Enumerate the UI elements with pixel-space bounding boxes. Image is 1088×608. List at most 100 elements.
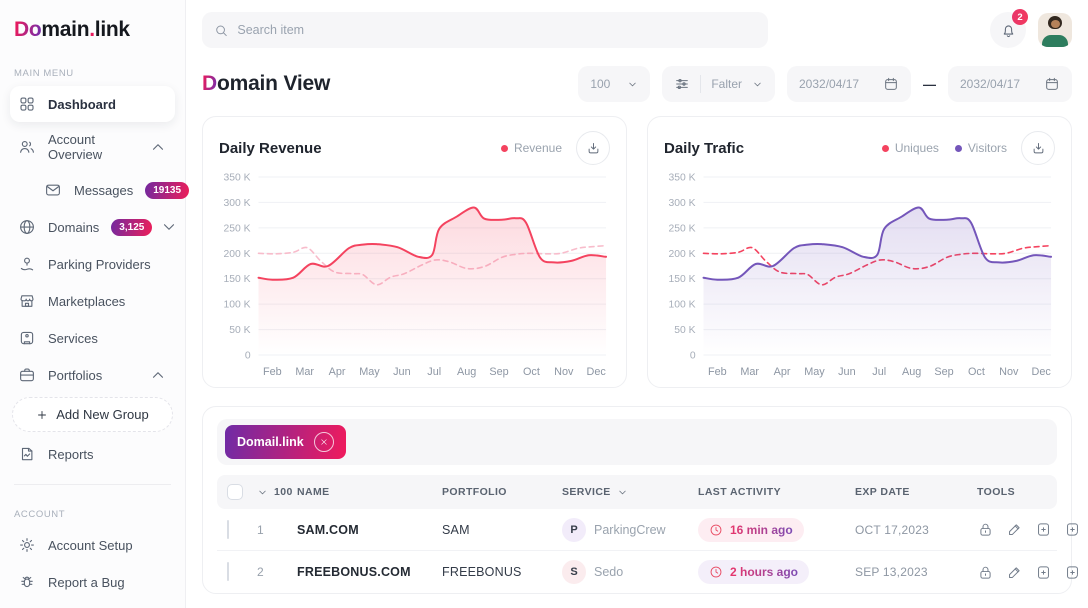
sidebar-item-label: Services (48, 330, 98, 346)
chart-title: Daily Revenue (219, 139, 322, 157)
add-note-button[interactable] (1035, 564, 1052, 581)
row-checkbox[interactable] (227, 562, 229, 581)
search-box[interactable] (202, 12, 768, 48)
user-avatar[interactable] (1038, 13, 1072, 47)
chevron-down-icon (619, 490, 626, 494)
svg-text:Nov: Nov (999, 366, 1019, 378)
svg-text:Aug: Aug (902, 366, 921, 378)
domain-name[interactable]: FREEBONUS.COM (297, 565, 411, 579)
filter-tag-domail-link[interactable]: Domail.link (225, 425, 346, 459)
row-tools (977, 521, 1081, 538)
chevron-down-icon (754, 82, 761, 86)
sidebar-item-marketplaces[interactable]: Marketplaces (10, 283, 175, 319)
main-content: 2 Domain View 100 (186, 0, 1088, 608)
chart-legend: Revenue (500, 141, 562, 155)
page-title: Domain View (202, 72, 331, 95)
chart-legend: Uniques Visitors (881, 141, 1007, 155)
table-row: 1 SAM.COM SAM P ParkingCrew 16 min ago O… (217, 509, 1078, 551)
bell-icon (1003, 25, 1013, 37)
filter-dropdown[interactable]: Falter (662, 66, 775, 102)
sidebar-item-account-overview[interactable]: Account Overview (10, 123, 175, 171)
clock-icon (710, 524, 722, 535)
download-chart-button[interactable] (1021, 131, 1055, 165)
sidebar-item-label: Account Overview (48, 132, 103, 162)
sidebar: Domain.link MAIN MENU Dashboard Account … (0, 0, 190, 608)
sidebar-item-report-a-bug[interactable]: Report a Bug (10, 564, 175, 600)
svg-text:Jul: Jul (872, 366, 886, 378)
select-count-header[interactable]: 100 (257, 486, 297, 498)
add-note-button[interactable] (1035, 521, 1052, 538)
select-all-checkbox[interactable] (227, 484, 243, 500)
calendar-icon (885, 77, 897, 90)
svg-text:Jun: Jun (393, 366, 411, 378)
row-checkbox[interactable] (227, 519, 229, 539)
doc-export-icon (1067, 523, 1078, 536)
lock-icon (980, 523, 991, 536)
sidebar-item-dashboard[interactable]: Dashboard (10, 86, 175, 122)
svg-text:Aug: Aug (457, 366, 476, 378)
edit-button[interactable] (1006, 521, 1023, 538)
sidebar-item-portfolios[interactable]: Portfolios (10, 357, 175, 393)
exp-date: SEP 13,2023 (855, 565, 928, 579)
header-tools: TOOLS (977, 486, 1015, 498)
daily-revenue-chart-card: Daily Revenue Revenue 350 K 300 K 250 K 200… (202, 116, 627, 388)
sidebar-item-label: Marketplaces (48, 293, 126, 309)
table-row: 2 FREEBONUS.COM FREEBONUS S Sedo 2 hours… (217, 551, 1078, 593)
svg-text:0: 0 (690, 350, 696, 361)
table-header-row: 100 NAME PORTFOLIO SERVICE LAST ACTIVITY… (217, 475, 1057, 509)
lock-button[interactable] (977, 564, 994, 581)
header-service[interactable]: SERVICE (562, 486, 698, 498)
lock-button[interactable] (977, 521, 994, 538)
date-to-value: 2032/04/17 (960, 77, 1021, 91)
sidebar-item-reports[interactable]: Reports (10, 436, 175, 472)
svg-text:Mar: Mar (295, 366, 314, 378)
sidebar-item-services[interactable]: Services (10, 320, 175, 356)
svg-text:100 K: 100 K (669, 300, 696, 311)
briefcase-icon (20, 368, 34, 382)
remove-filter-button[interactable] (313, 432, 334, 452)
service-name: Sedo (594, 565, 624, 579)
add-new-group-label: Add New Group (56, 407, 149, 422)
domain-name[interactable]: SAM.COM (297, 522, 359, 537)
sidebar-item-messages[interactable]: Messages 19135 (10, 172, 190, 208)
parking-hand-icon (20, 257, 34, 271)
sidebar-item-parking-providers[interactable]: Parking Providers (10, 246, 175, 282)
legend-dot (954, 144, 962, 152)
sidebar-item-account-setup[interactable]: Account Setup (10, 527, 175, 563)
plus-icon (38, 410, 47, 419)
brand-logo: Domain.link (14, 18, 130, 41)
legend-dot (500, 144, 508, 152)
sidebar-item-label: Portfolios (48, 367, 103, 383)
svg-text:Jun: Jun (838, 366, 856, 378)
service-avatar: P (562, 517, 586, 542)
chevron-down-icon[interactable] (160, 218, 178, 236)
storefront-icon (20, 295, 34, 307)
download-icon (588, 142, 598, 153)
download-chart-button[interactable] (576, 131, 610, 165)
sidebar-item-domains[interactable]: Domains 3,125 (10, 209, 175, 245)
svg-text:150 K: 150 K (669, 274, 696, 285)
messages-count-badge: 19135 (145, 181, 190, 199)
header-portfolio: PORTFOLIO (442, 486, 507, 498)
edit-button[interactable] (1006, 564, 1023, 581)
exp-date: OCT 17,2023 (855, 522, 930, 537)
portfolio-name: SAM (442, 522, 470, 537)
svg-text:350 K: 350 K (224, 172, 251, 183)
svg-text:Mar: Mar (740, 366, 759, 378)
export-note-button[interactable] (1064, 521, 1081, 538)
add-new-group-button[interactable]: Add New Group (12, 397, 173, 432)
svg-text:200 K: 200 K (224, 249, 251, 260)
search-input[interactable] (237, 23, 756, 37)
filter-divider (700, 75, 702, 93)
doc-export-icon (1067, 565, 1078, 579)
last-activity-badge: 2 hours ago (698, 560, 810, 584)
page-size-select[interactable]: 100 (578, 66, 651, 102)
pencil-icon (1009, 566, 1020, 578)
date-to-picker[interactable]: 2032/04/17 (948, 66, 1072, 102)
header-last-activity: LAST ACTIVITY (698, 486, 781, 498)
export-note-button[interactable] (1064, 564, 1081, 581)
date-from-picker[interactable]: 2032/04/17 (787, 66, 911, 102)
filter-sliders-icon (676, 78, 689, 90)
service-cell: P ParkingCrew (562, 517, 698, 542)
header-exp-date: EXP DATE (855, 486, 910, 498)
